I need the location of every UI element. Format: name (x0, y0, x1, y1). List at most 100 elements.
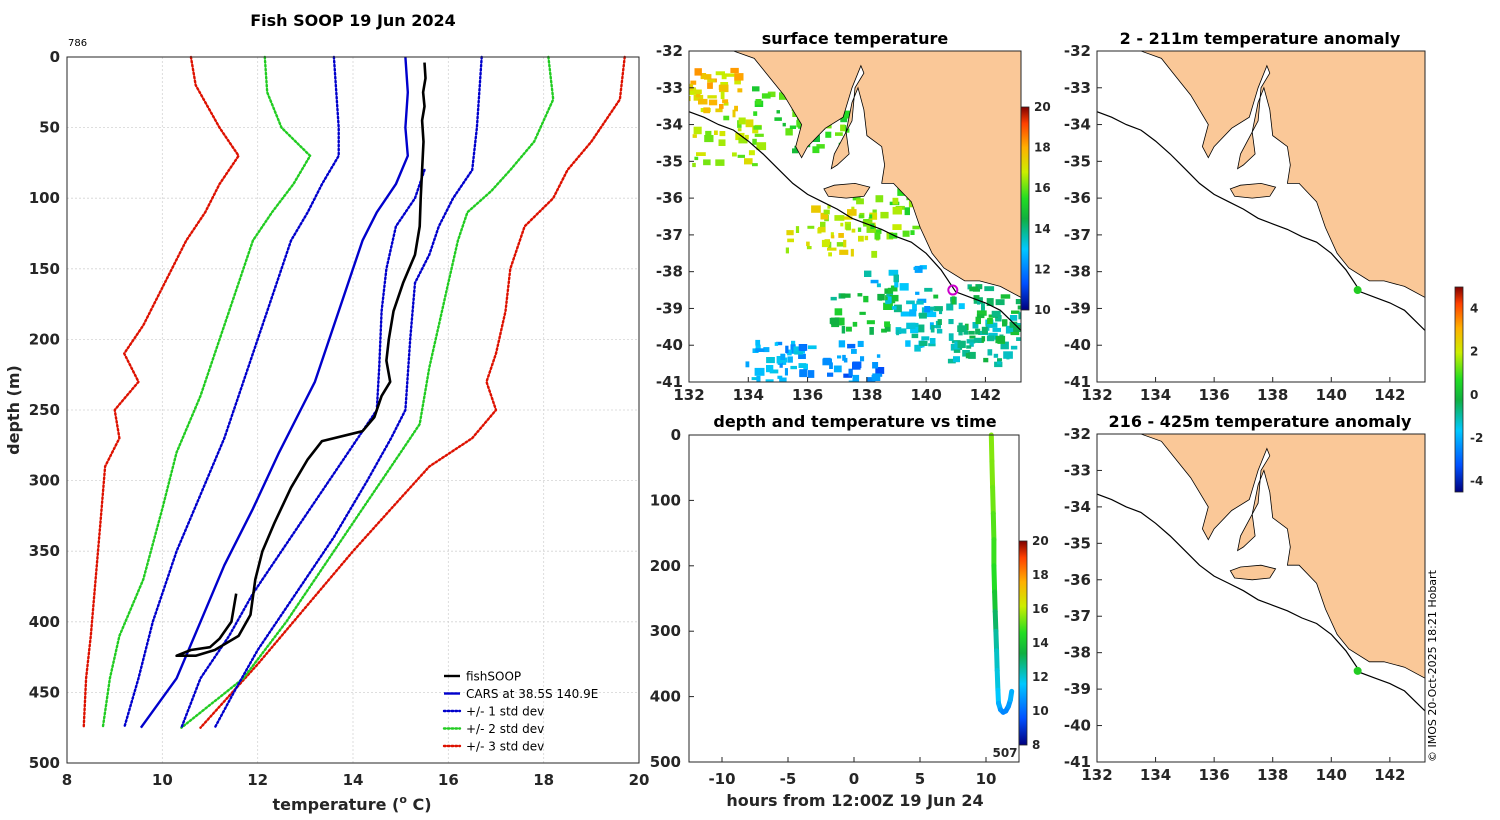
sst-pixel-13 (704, 74, 712, 80)
sst-pixel-248 (925, 306, 935, 311)
sst-pixel-406 (1018, 312, 1021, 320)
sst-pixel-23 (732, 109, 736, 118)
sst-pixel-36 (703, 107, 710, 114)
sst-pixel-419 (919, 265, 927, 270)
sst-pixel-139 (869, 212, 878, 220)
anomaly-colorbar-group: -4 -2 0 2 4 (1454, 286, 1483, 493)
sst-pixel-243 (939, 310, 943, 315)
sst-pixel-7 (693, 94, 704, 101)
sst-pixel-357 (843, 373, 852, 378)
profile-id-label: 786 (68, 38, 87, 49)
profile-axes-box (66, 56, 640, 764)
profile-series-line-7 (82, 55, 240, 729)
sst-pixel-264 (948, 333, 954, 341)
sst-pixel-183 (839, 249, 849, 255)
sst-colorbar-tick-5: 20 (1034, 100, 1051, 114)
sst-y-tick-2: -34 (656, 116, 683, 134)
sst-pixel-246 (929, 338, 936, 344)
sst-pixel-334 (776, 356, 782, 364)
sst-pixel-270 (969, 342, 974, 347)
sst-pixel-289 (993, 353, 999, 358)
sst-pixel-377 (837, 355, 842, 359)
sst-pixel-416 (888, 269, 899, 276)
anomaly-lower-x-tick-2: 136 (1198, 766, 1229, 784)
sst-pixel-87 (752, 86, 760, 92)
sst-pixel-240 (946, 303, 954, 311)
sst-pixel-257 (953, 349, 961, 353)
profile-y-tick-6: 300 (29, 472, 60, 490)
sst-pixel-286 (953, 356, 960, 363)
sst-pixel-337 (776, 341, 783, 346)
sst-pixel-412 (924, 306, 931, 313)
sst-pixel-90 (767, 91, 776, 98)
sst-pixel-379 (1010, 332, 1020, 336)
sst-y-ticks: -32 -33 -34 -35 -36 -37 -38 -39 -40 -41 (656, 42, 694, 391)
sst-pixel-179 (818, 226, 826, 233)
sst-pixel-269 (966, 339, 976, 344)
profile-series-line-4 (213, 55, 483, 729)
sst-pixel-31 (700, 73, 707, 80)
sst-pixel-339 (745, 361, 750, 368)
anomaly-lower-y-tick-5: -37 (1064, 607, 1091, 625)
anomaly-upper-x-ticks: 132 134 136 138 140 142 (1081, 377, 1406, 404)
sst-pixel-308 (790, 344, 796, 353)
sst-pixel-60 (748, 150, 755, 156)
anomaly-lower-x-tick-4: 140 (1316, 766, 1347, 784)
sst-pixel-169 (892, 197, 899, 205)
sst-pixel-285 (987, 349, 993, 356)
sst-pixel-211 (859, 311, 866, 315)
sst-x-tick-2: 136 (792, 386, 823, 404)
sst-pixel-350 (848, 380, 855, 382)
sst-pixel-384 (1015, 299, 1021, 305)
depth-time-y-tick-1: 100 (650, 491, 681, 509)
anomaly-upper-y-tick-8: -40 (1064, 336, 1091, 354)
sst-pixel-386 (1017, 305, 1021, 310)
sst-pixel-104 (789, 125, 796, 129)
sst-pixel-8 (721, 73, 727, 80)
sst-pixel-148 (880, 211, 889, 219)
sst-pixel-287 (958, 331, 963, 336)
depth-time-y-ticks: 0 100 200 300 400 500 (650, 426, 694, 771)
sst-pixel-142 (846, 223, 851, 231)
anomaly-upper-map: 2 - 211m temperature anomaly 132 134 136 13… (1064, 29, 1426, 404)
depth-time-sample-3 (990, 511, 997, 543)
sst-pixel-212 (890, 285, 898, 292)
profile-series-line-5 (101, 55, 312, 729)
sst-pixel-282 (992, 327, 1001, 332)
sst-pixel-397 (976, 310, 987, 316)
sst-pixel-417 (864, 270, 872, 277)
sst-colorbar-tick-1: 12 (1034, 262, 1051, 276)
profile-chart: Fish SOOP 19 Jun 2024 786 8 10 12 14 16 18 20 … (4, 11, 649, 814)
sst-pixel-323 (756, 375, 761, 382)
sst-pixel-22 (719, 104, 724, 109)
sst-pixel-253 (911, 333, 919, 339)
depth-time-sample-1 (989, 458, 996, 490)
sst-pixel-444 (995, 299, 1005, 306)
sst-pixel-5 (719, 84, 729, 93)
sst-pixel-259 (921, 336, 930, 341)
sst-pixel-405 (1029, 293, 1038, 297)
sst-pixel-68 (737, 128, 742, 132)
sst-pixel-295 (1009, 321, 1018, 328)
sst-pixel-380 (1028, 331, 1035, 335)
profile-legend-label-3: +/- 2 std dev (466, 722, 544, 736)
sst-pixel-298 (965, 352, 970, 359)
sst-pixel-401 (975, 316, 981, 325)
sst-pixel-98 (816, 144, 825, 149)
sst-pixel-433 (981, 306, 985, 310)
sst-pixel-180 (831, 235, 835, 239)
sst-pixel-428 (913, 266, 918, 270)
sst-pixel-353 (833, 365, 842, 373)
sst-pixel-63 (752, 163, 758, 167)
sst-pixel-195 (884, 288, 889, 294)
sst-pixel-389 (986, 298, 994, 306)
profile-x-ticks: 8 10 12 14 16 18 20 (62, 771, 650, 789)
sst-pixel-340 (779, 377, 787, 382)
sst-kangaroo-island (823, 182, 871, 199)
sst-pixel-256 (905, 340, 911, 347)
sst-pixel-55 (756, 142, 767, 151)
sst-pixel-303 (997, 358, 1002, 362)
sst-pixel-260 (893, 304, 902, 313)
sst-pixel-375 (872, 373, 881, 381)
sst-pixel-422 (893, 274, 899, 283)
